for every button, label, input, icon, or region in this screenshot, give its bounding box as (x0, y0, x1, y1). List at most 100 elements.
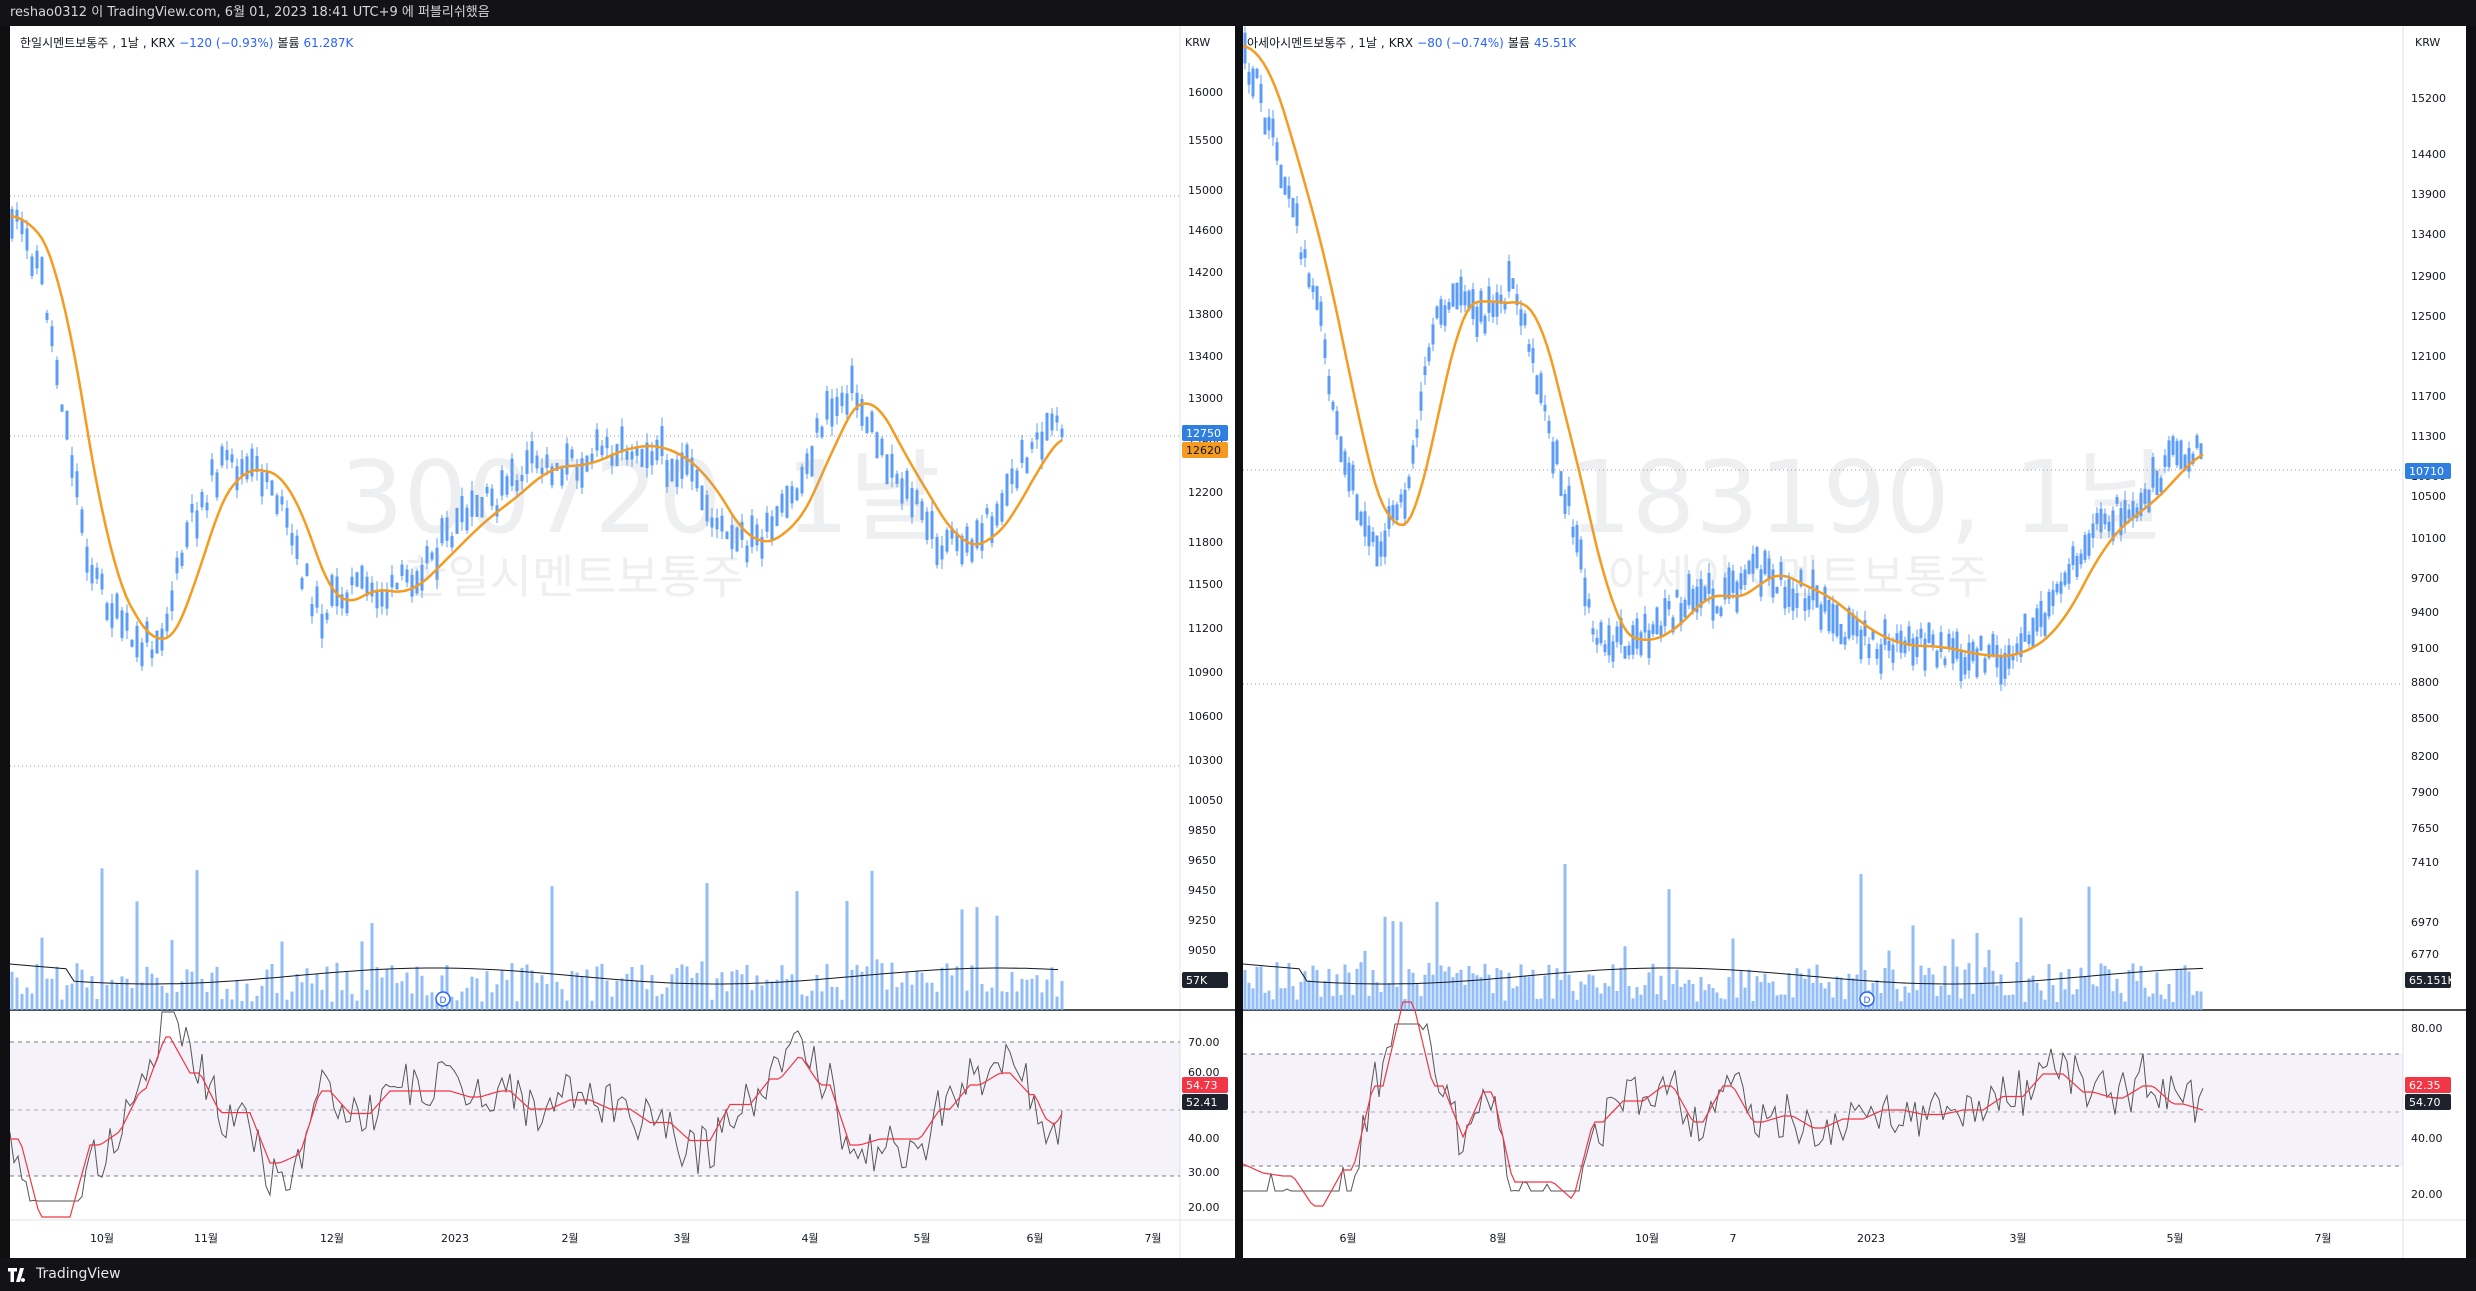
candle-body (345, 592, 349, 614)
candle-body (2151, 457, 2155, 488)
price-axis-label: 11300 (2411, 430, 2446, 443)
candle-body (780, 493, 784, 513)
candle-body (305, 563, 309, 576)
candle-body (820, 426, 824, 438)
volume-bar (110, 979, 114, 1010)
volume-bar (390, 965, 394, 1010)
left-chart-canvas[interactable]: 16000 15500 15000 14600 14200 13800 13400 13000… (10, 26, 1235, 1258)
time-axis-label: 3월 (673, 1232, 690, 1245)
candle-body (2063, 572, 2067, 585)
left-symbol-name[interactable]: 한일시멘트보통주 (20, 36, 109, 50)
volume-bar (2187, 971, 2191, 1010)
panel-bg (10, 26, 1235, 1258)
candle-body (430, 552, 434, 560)
candle-body (740, 522, 744, 540)
volume-bar (25, 987, 29, 1010)
volume-bar (1903, 986, 1907, 1010)
candle-body (1783, 586, 1787, 609)
dividend-marker-icon[interactable] (1859, 991, 1875, 1007)
candle-body (670, 458, 674, 482)
left-interval[interactable]: 1날 (120, 36, 139, 50)
candle-body (1335, 410, 1339, 435)
right-chart-panel[interactable]: 15200 14400 13900 13400 12900 12500 12100 11700… (1243, 26, 2466, 1258)
volume-bar (505, 979, 509, 1010)
publish-header: reshao0312 이 TradingView.com, 6월 01, 202… (0, 0, 2476, 26)
candle-body (1055, 415, 1059, 423)
volume-bar (1395, 986, 1399, 1010)
price-axis-label: 7900 (2411, 786, 2439, 799)
candle-body (1447, 302, 1451, 310)
volume-bar (545, 983, 549, 1010)
left-currency-label: KRW (1185, 36, 1211, 49)
candle-body (375, 590, 379, 609)
candle-body (425, 546, 429, 564)
volume-bar (1315, 969, 1319, 1010)
volume-bar (1731, 938, 1735, 1010)
volume-bar (620, 978, 624, 1010)
right-interval[interactable]: 1날 (1358, 36, 1377, 50)
volume-bar (2143, 987, 2147, 1010)
candle-body (1643, 613, 1647, 633)
candle-body (95, 567, 99, 580)
candle-body (590, 453, 594, 464)
price-axis-label: 12100 (2411, 350, 2446, 363)
volume-bar (1379, 992, 1383, 1010)
volume-bar (2179, 969, 2183, 1010)
candle-body (1631, 625, 1635, 655)
candle-body (35, 250, 39, 269)
volume-bar (815, 974, 819, 1010)
time-axis-label: 3월 (2009, 1232, 2026, 1245)
right-chart-canvas[interactable]: 15200 14400 13900 13400 12900 12500 12100 11700… (1243, 26, 2466, 1258)
left-exchange: KRX (150, 35, 176, 50)
right-symbol-name[interactable]: 아세아시멘트보통주 (1247, 36, 1347, 50)
candle-body (1655, 607, 1659, 635)
candle-body (1583, 577, 1587, 607)
time-axis-label: 5월 (2166, 1232, 2183, 1245)
tradingview-brand[interactable]: TradingView (8, 1258, 121, 1291)
volume-bar (380, 977, 384, 1010)
time-axis-label: 11월 (194, 1232, 218, 1245)
left-chart-panel[interactable]: 16000 15500 15000 14600 14200 13800 13400 13000… (10, 26, 1235, 1258)
volume-badge: 57K (1186, 974, 1208, 987)
volume-bar (955, 966, 959, 1010)
candle-body (1519, 309, 1523, 326)
volume-bar (280, 941, 284, 1010)
left-symbol-legend[interactable]: 한일시멘트보통주, 1날, KRX −120 (−0.93%) 볼륨 61.287… (20, 35, 354, 51)
volume-bar (1479, 977, 1483, 1010)
candle-body (1659, 625, 1663, 638)
candle-body (2115, 497, 2119, 504)
volume-bar (445, 965, 449, 1010)
volume-bar (1319, 996, 1323, 1010)
last-price-badge: 10710 (2409, 465, 2444, 478)
candle-body (1859, 629, 1863, 660)
candle-body (320, 613, 324, 639)
volume-bar (525, 964, 529, 1010)
candle-body (2043, 613, 2047, 636)
volume-bar (375, 967, 379, 1010)
panel-bg (1243, 26, 2466, 1258)
volume-bar (1743, 987, 1747, 1010)
candle-body (1799, 569, 1803, 587)
dividend-marker-icon[interactable] (435, 991, 451, 1007)
volume-bar (2127, 970, 2131, 1010)
price-axis-label: 9850 (1188, 824, 1216, 837)
candle-body (1499, 294, 1503, 304)
volume-bar (2003, 995, 2007, 1010)
candle-body (1319, 301, 1323, 326)
candle-body (465, 507, 469, 531)
candle-body (1683, 599, 1687, 618)
volume-bar (75, 963, 79, 1010)
candle-body (2171, 436, 2175, 455)
last-price-badge: 12750 (1186, 427, 1221, 440)
candle-body (2067, 564, 2071, 584)
volume-bar (1839, 977, 1843, 1010)
candle-body (990, 516, 994, 543)
candle-body (1911, 638, 1915, 666)
volume-bar (1363, 950, 1367, 1010)
price-axis-label: 12500 (2411, 310, 2446, 323)
volume-bar (2191, 995, 2195, 1010)
candle-body (75, 471, 79, 498)
candle-body (1511, 278, 1515, 289)
right-symbol-legend[interactable]: 아세아시멘트보통주, 1날, KRX −80 (−0.74%) 볼륨 45.51K (1247, 35, 1577, 51)
volume-bar (1347, 972, 1351, 1010)
